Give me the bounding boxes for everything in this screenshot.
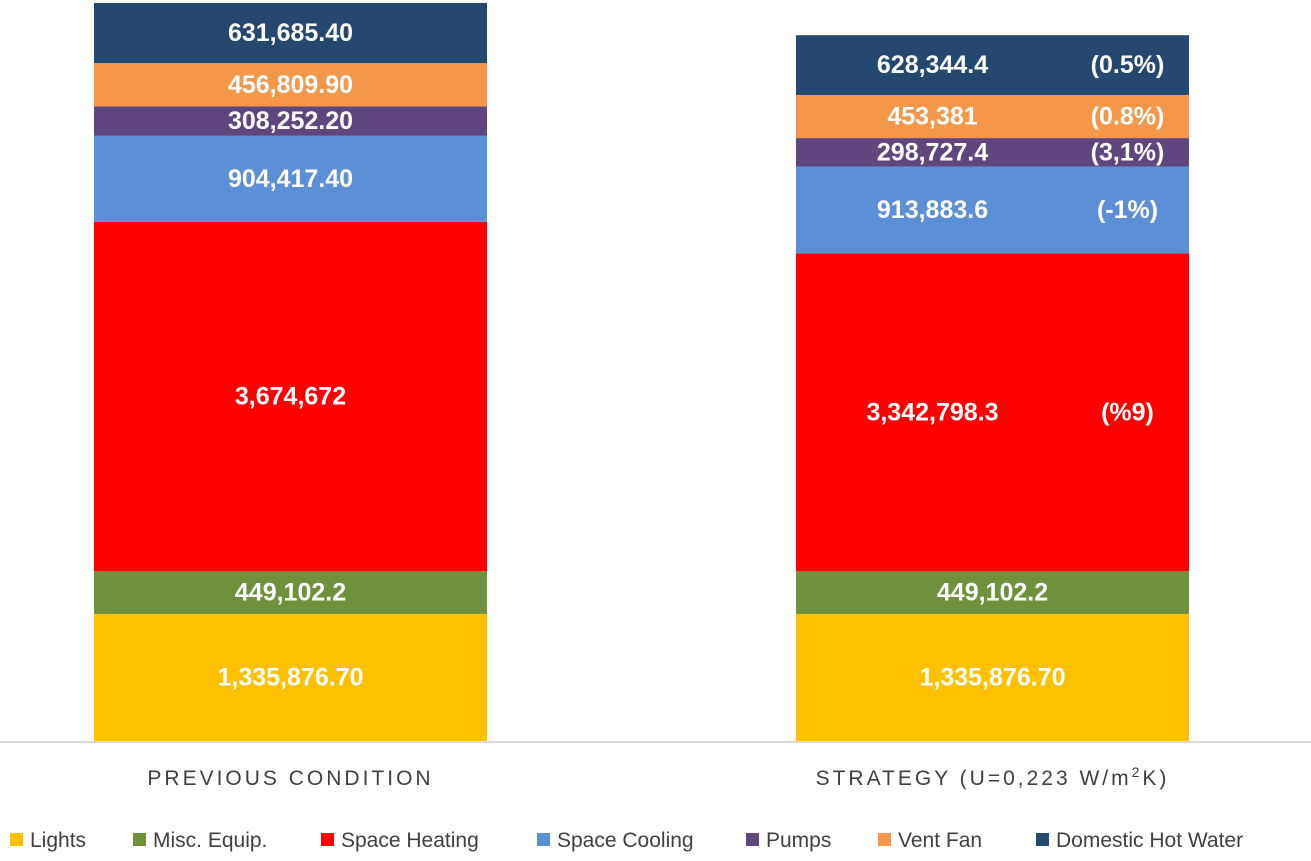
legend-swatch-space-heating xyxy=(321,833,334,846)
bar-segment-space-heating-2 xyxy=(796,253,1189,572)
legend-label-pumps: Pumps xyxy=(766,829,831,852)
change-label-vent-fan-2: (0.8%) xyxy=(1091,103,1165,131)
data-label-misc-equip-2: 449,102.2 xyxy=(937,579,1048,607)
category-label-2: STRATEGY (U=0,223 W/m2K) xyxy=(816,764,1170,790)
data-label-domestic-hot-water-2: 628,344.4 xyxy=(877,51,988,79)
bar-segment-lights-1 xyxy=(94,613,487,741)
bar-segment-misc-equip-2 xyxy=(796,571,1189,614)
bar-segment-domestic-hot-water-2 xyxy=(796,35,1189,95)
bar-segment-misc-equip-1 xyxy=(94,571,487,614)
legend-swatch-pumps xyxy=(746,833,759,846)
change-label-domestic-hot-water-2: (0.5%) xyxy=(1091,51,1165,79)
data-label-misc-equip-1: 449,102.2 xyxy=(235,579,346,607)
legend-label-lights: Lights xyxy=(30,829,86,852)
legend-swatch-domestic-hot-water xyxy=(1036,833,1049,846)
change-label-space-heating-2: (%9) xyxy=(1101,398,1154,426)
bar-segment-space-heating-1 xyxy=(94,221,487,572)
bar-segment-pumps-2 xyxy=(796,138,1189,167)
data-label-pumps-1: 308,252.20 xyxy=(228,107,353,135)
bar-segment-vent-fan-1 xyxy=(94,63,487,107)
legend-label-domestic-hot-water: Domestic Hot Water xyxy=(1056,829,1243,852)
legend-swatch-misc-equip xyxy=(133,833,146,846)
bar-segment-lights-2 xyxy=(796,613,1189,741)
data-label-vent-fan-1: 456,809.90 xyxy=(228,71,353,99)
bar-segment-vent-fan-2 xyxy=(796,94,1189,139)
data-label-domestic-hot-water-1: 631,685.40 xyxy=(228,19,353,47)
legend-swatch-vent-fan xyxy=(878,833,891,846)
data-label-lights-2: 1,335,876.70 xyxy=(920,663,1066,691)
data-label-pumps-2: 298,727.4 xyxy=(877,138,988,166)
legend-label-space-cooling: Space Cooling xyxy=(557,829,694,852)
bar-segment-domestic-hot-water-1 xyxy=(94,2,487,64)
category-labels-group: PREVIOUS CONDITION STRATEGY (U=0,223 W/m2… xyxy=(147,764,1170,790)
change-label-pumps-2: (3,1%) xyxy=(1091,138,1165,166)
bar-segment-space-cooling-1 xyxy=(94,135,487,222)
bars-group: 1,335,876.70 449,102.2 3,674,672 904,417.40… xyxy=(94,2,1189,741)
legend-swatch-space-cooling xyxy=(537,833,550,846)
data-label-vent-fan-2: 453,381 xyxy=(887,103,977,131)
data-label-space-heating-1: 3,674,672 xyxy=(235,383,346,411)
bar-segment-space-cooling-2 xyxy=(796,166,1189,254)
change-label-space-cooling-2: (-1%) xyxy=(1097,196,1158,224)
data-label-lights-1: 1,335,876.70 xyxy=(218,663,364,691)
legend-label-space-heating: Space Heating xyxy=(341,829,479,852)
legend-label-vent-fan: Vent Fan xyxy=(898,829,982,852)
legend-swatch-lights xyxy=(10,833,23,846)
legend-label-misc-equip: Misc. Equip. xyxy=(153,829,267,852)
category-label-1: PREVIOUS CONDITION xyxy=(147,767,433,790)
data-label-space-cooling-1: 904,417.40 xyxy=(228,165,353,193)
bar-segment-pumps-1 xyxy=(94,106,487,136)
data-label-space-cooling-2: 913,883.6 xyxy=(877,196,988,224)
legend: Lights Misc. Equip. Space Heating Space Coo… xyxy=(10,829,1243,852)
data-label-space-heating-2: 3,342,798.3 xyxy=(866,398,998,426)
